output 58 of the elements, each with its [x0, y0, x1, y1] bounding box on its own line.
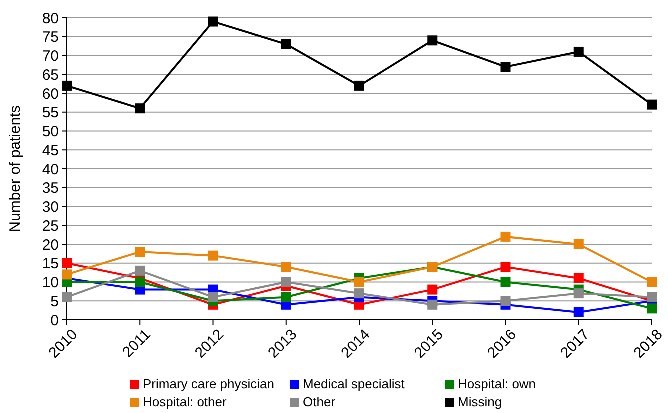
point: [500, 277, 511, 288]
legend-label: Medical specialist: [303, 376, 406, 392]
y-tick-label: 40: [42, 161, 59, 178]
y-tick-label: 60: [42, 86, 59, 103]
y-tick-label: 70: [42, 48, 59, 65]
point: [647, 277, 657, 288]
y-tick-label: 15: [42, 256, 59, 273]
y-tick-label: 5: [50, 293, 59, 310]
point: [281, 277, 292, 288]
point: [354, 288, 364, 299]
point: [647, 100, 657, 110]
point: [135, 247, 146, 258]
point: [62, 292, 72, 302]
point: [574, 288, 584, 299]
point: [500, 296, 511, 306]
point: [574, 46, 584, 57]
point: [281, 39, 292, 50]
y-tick-label: 30: [42, 199, 59, 216]
legend-label: Other: [303, 394, 336, 410]
point: [62, 258, 72, 268]
point: [281, 262, 292, 272]
point: [62, 80, 72, 91]
point: [208, 250, 218, 261]
point: [574, 307, 584, 318]
legend-label: Hospital: own: [458, 376, 536, 392]
y-tick-label: 0: [50, 312, 59, 330]
point: [574, 273, 584, 284]
y-tick-label: 80: [42, 10, 59, 28]
y-tick-label: 20: [42, 236, 59, 254]
y-tick-label: 35: [42, 180, 59, 198]
y-tick-label: 65: [42, 66, 59, 84]
point: [354, 80, 364, 91]
point: [428, 300, 438, 310]
legend-label: Hospital: other: [143, 394, 228, 410]
y-tick-label: 55: [42, 104, 59, 122]
point: [354, 277, 364, 288]
point: [208, 292, 218, 302]
y-axis-title: Number of patients: [7, 106, 24, 232]
y-tick-label: 25: [42, 218, 59, 235]
point: [281, 292, 292, 302]
y-tick-label: 75: [42, 29, 59, 46]
point: [135, 266, 146, 276]
point: [135, 104, 146, 114]
legend-label: Primary care physician: [143, 376, 274, 392]
point: [500, 232, 511, 242]
point: [135, 277, 146, 288]
point: [500, 62, 511, 72]
point: [62, 270, 72, 280]
y-tick-label: 50: [42, 124, 59, 140]
point: [574, 240, 584, 250]
y-tick-label: 45: [42, 142, 59, 160]
y-tick-label: 10: [42, 274, 59, 292]
point: [647, 304, 657, 314]
point: [208, 16, 218, 27]
legend-label: Missing: [458, 394, 502, 410]
point: [428, 36, 438, 46]
point: [500, 262, 511, 272]
point: [428, 284, 438, 295]
